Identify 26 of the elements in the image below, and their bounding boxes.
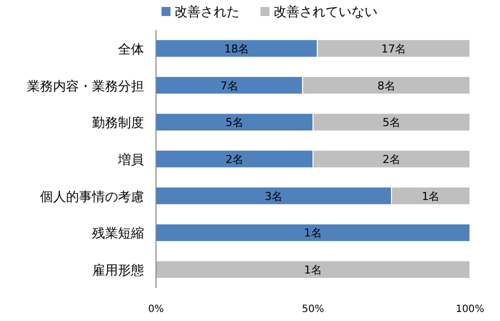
annotation: 17名 <box>381 42 406 56</box>
annotation: 2名 <box>226 153 244 166</box>
x-tick-label: 100% <box>456 304 484 315</box>
y-tick-label: 雇用形態 <box>92 262 144 279</box>
annotation: 5名 <box>226 116 244 130</box>
bar <box>156 223 470 242</box>
y-tick-label: 個人的事情の考慮 <box>40 190 144 205</box>
legend-label: 改善された <box>174 4 240 20</box>
y-tick-label: 全体 <box>118 42 144 58</box>
x-tick-label: 50% <box>302 304 324 315</box>
annotation: 1名 <box>422 190 440 203</box>
x-tick-label: 0% <box>148 304 164 315</box>
annotation: 8名 <box>377 79 396 92</box>
y-tick-label: 増員 <box>117 152 144 168</box>
y-tick-label: 業務内容・業務分担 <box>27 78 144 94</box>
annotation: 7名 <box>220 79 238 92</box>
bar <box>156 260 470 279</box>
annotation: 18名 <box>224 42 250 56</box>
annotation: 1名 <box>304 226 322 240</box>
legend-label: 改善されていない <box>274 4 378 20</box>
annotation: 1名 <box>304 264 322 277</box>
y-tick-label: 勤務制度 <box>92 115 144 132</box>
annotation: 3名 <box>264 190 283 203</box>
annotation: 5名 <box>382 116 400 130</box>
y-tick-label: 残業短縮 <box>92 226 144 242</box>
annotation: 2名 <box>382 153 400 166</box>
